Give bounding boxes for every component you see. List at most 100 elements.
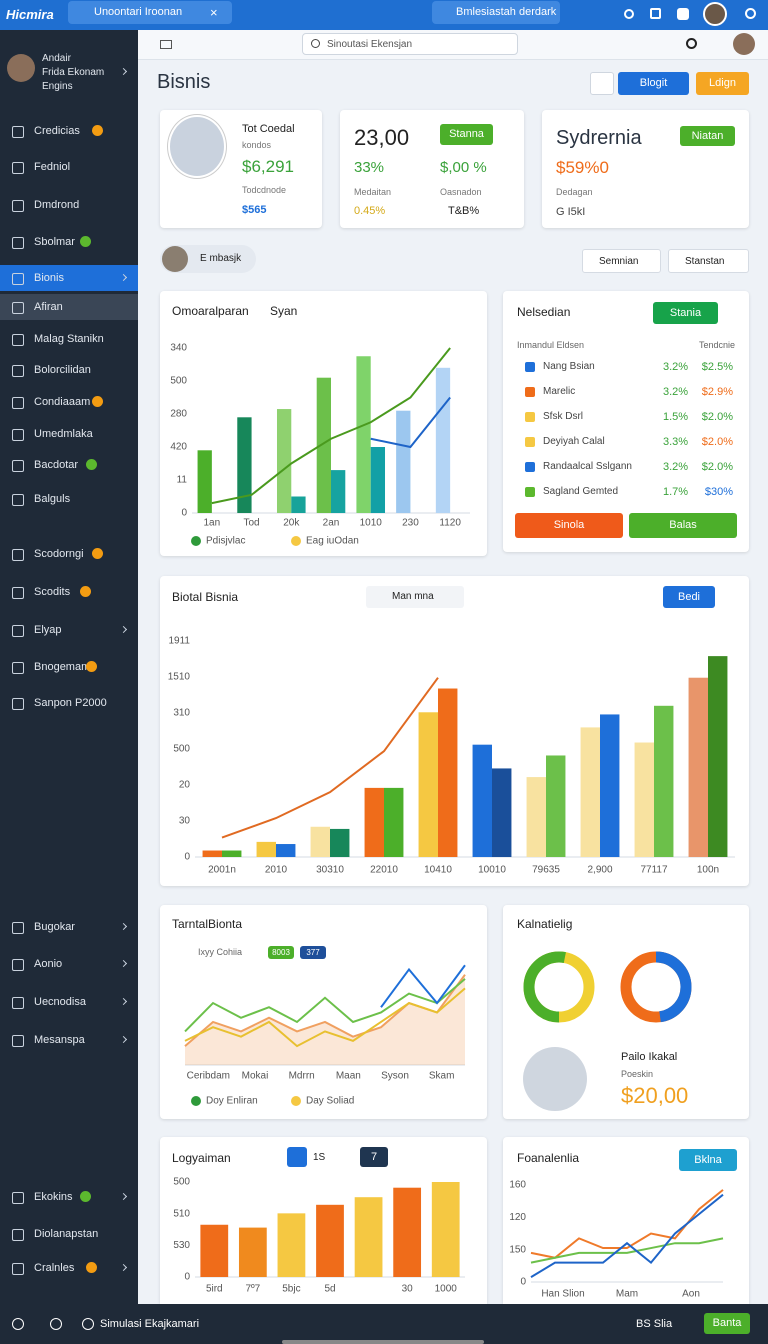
search-box[interactable]: Sinoutasi Ekensjan <box>302 33 518 55</box>
menu-item[interactable]: Sbolmar <box>0 229 138 255</box>
row-value: $2.0% <box>701 461 733 473</box>
filter-tag[interactable]: Man mna <box>366 586 464 608</box>
chart-title: Biotal Bisnia <box>172 590 239 604</box>
icon[interactable] <box>624 9 634 19</box>
person-name: Pailo Ikakal <box>621 1051 678 1063</box>
line <box>370 396 451 449</box>
donut-card: Kalnatielig Pailo Ikakal Poeskin $20,00 <box>503 905 749 1119</box>
icon[interactable] <box>650 8 661 19</box>
badge <box>80 236 91 247</box>
icon[interactable] <box>745 8 756 19</box>
chart: 340 500 280 420 11 0 1an Tod 20k 2an 1010 230 1120 Pd… <box>170 343 470 547</box>
search-placeholder: Sinoutasi Ekensjan <box>327 39 413 50</box>
bar <box>396 410 411 513</box>
menu-item[interactable]: Cralnles <box>0 1255 138 1281</box>
row-icon <box>525 412 535 422</box>
icon[interactable] <box>50 1318 62 1330</box>
bar <box>291 496 306 513</box>
icon[interactable] <box>160 40 172 49</box>
bar <box>708 656 728 857</box>
menu-item[interactable]: Bacdotar <box>0 452 138 478</box>
x-axis-label: Ceribdam <box>187 1071 230 1082</box>
menu-item[interactable]: Bionis <box>0 265 138 291</box>
icon[interactable] <box>686 38 697 49</box>
menu-item[interactable]: Elyap <box>0 617 138 643</box>
bar <box>202 850 222 857</box>
avatar[interactable] <box>703 2 727 26</box>
dropdown-label: Stanstan <box>685 256 725 267</box>
avatar[interactable] <box>733 33 755 55</box>
stat-sub: kondos <box>242 140 272 150</box>
menu-item[interactable]: Uecnodisa <box>0 989 138 1015</box>
y-axis-label: 420 <box>170 442 187 453</box>
chart-title-tail: Syan <box>270 304 298 318</box>
menu-item[interactable]: Scodorngi <box>0 541 138 567</box>
control[interactable]: 1S <box>313 1152 326 1163</box>
menu-item[interactable]: Malag Stanikn <box>0 326 138 352</box>
row-pct: 3.3% <box>663 436 689 448</box>
x-axis-label: Mokai <box>242 1071 269 1082</box>
menu-item[interactable]: Diolanapstan <box>0 1221 138 1247</box>
row-value: $2.0% <box>701 411 733 423</box>
menu-item[interactable]: Mesanspa <box>0 1027 138 1053</box>
tab[interactable]: Unoontari Iroonan × <box>68 1 232 24</box>
icon-button[interactable] <box>590 72 614 95</box>
menu-item[interactable]: Bnogemam <box>0 654 138 680</box>
button[interactable]: Sinola <box>515 513 623 538</box>
x-axis-label: Syson <box>381 1071 409 1082</box>
menu-item[interactable]: Bolorcilidan <box>0 357 138 383</box>
x-axis-label: Skam <box>429 1071 455 1082</box>
bar <box>435 367 451 513</box>
dropdown[interactable]: Semnian <box>582 249 661 273</box>
button[interactable]: Balas <box>629 513 737 538</box>
menu-label: Bacdotar <box>34 459 79 471</box>
bar <box>237 417 252 513</box>
button[interactable]: Banta <box>704 1313 750 1334</box>
menu-item[interactable]: Aonio <box>0 951 138 977</box>
menu-item[interactable]: Bugokar <box>0 914 138 940</box>
menu-item[interactable]: Ekokins <box>0 1184 138 1210</box>
home-indicator <box>282 1340 484 1344</box>
menu-item[interactable]: Afiran <box>0 294 138 320</box>
row-pct: 3.2% <box>663 361 689 373</box>
line <box>221 677 439 839</box>
chart-card: Omoaralparan Syan 340 500 280 420 11 0 1an Tod 2… <box>160 291 487 556</box>
stat-name: Sydrernia <box>556 127 642 149</box>
bar <box>277 1213 306 1277</box>
control[interactable]: 7 <box>360 1147 388 1167</box>
menu-item[interactable]: Fedniol <box>0 154 138 180</box>
list-panel: Nelsedian Stania Inmandul Eldsen Tendcni… <box>503 291 749 552</box>
icon[interactable] <box>82 1318 94 1330</box>
button[interactable]: Ldign <box>696 72 749 95</box>
menu-item[interactable]: Balguls <box>0 486 138 512</box>
menu-label: Bionis <box>34 272 64 284</box>
menu-item[interactable]: Scodits <box>0 579 138 605</box>
button[interactable]: Bedi <box>663 586 715 608</box>
badge <box>80 586 91 597</box>
menu-item[interactable]: Umedmlaka <box>0 421 138 447</box>
button[interactable]: Stania <box>653 302 718 324</box>
icon[interactable] <box>677 8 689 20</box>
chevron <box>119 1263 128 1272</box>
bar <box>197 450 212 513</box>
x-axis-label: 5d <box>324 1284 335 1295</box>
button[interactable]: Bklna <box>679 1149 737 1171</box>
tab[interactable]: Bmlesiastah derdark <box>432 1 560 24</box>
menu-item[interactable]: Dmdrond <box>0 192 138 218</box>
badge <box>92 396 103 407</box>
toggle[interactable] <box>287 1147 307 1167</box>
menu-label: Bugokar <box>34 921 75 933</box>
chip[interactable]: E mbasjk <box>160 245 256 273</box>
menu-label: Cralnles <box>34 1262 75 1274</box>
icon[interactable] <box>12 1318 24 1330</box>
bar <box>600 714 620 857</box>
menu-item[interactable]: Condiaaam <box>0 389 138 415</box>
menu-item[interactable]: Sanpon P2000 <box>0 690 138 716</box>
button[interactable]: Blogit <box>618 72 689 95</box>
line <box>211 347 451 505</box>
row-name: Deyiyah Calal <box>543 436 605 447</box>
row-value: $2.5% <box>701 361 733 373</box>
dropdown[interactable]: Stanstan <box>668 249 749 273</box>
menu-item[interactable]: Credicias <box>0 118 138 144</box>
tab-close[interactable]: × <box>210 5 218 20</box>
